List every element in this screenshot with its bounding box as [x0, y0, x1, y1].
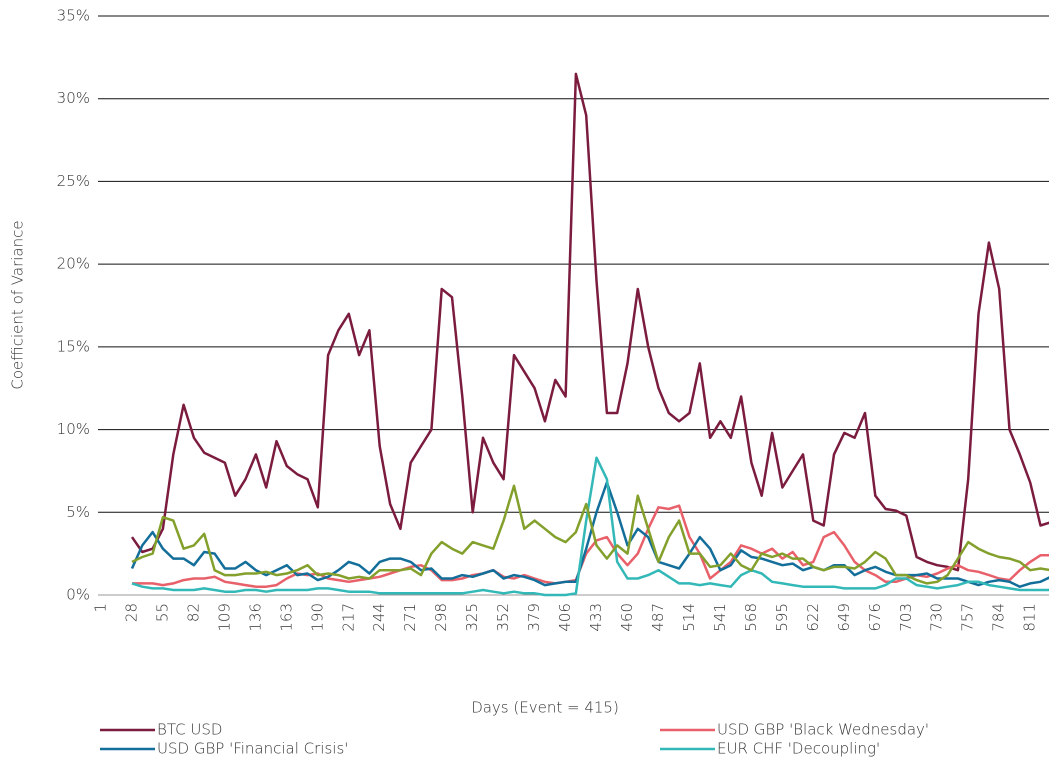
y-tick-label: 30% [57, 89, 90, 107]
y-tick-label: 5% [66, 503, 90, 521]
x-tick-label: 244 [370, 603, 388, 632]
x-tick-label: 190 [308, 603, 326, 632]
x-tick-label: 352 [494, 603, 512, 632]
y-tick-label: 10% [57, 420, 90, 438]
x-tick-label: 271 [401, 603, 419, 632]
x-tick-label: 109 [215, 603, 233, 632]
legend-label: BTC USD [157, 721, 222, 739]
x-tick-label: 460 [618, 603, 636, 632]
x-tick-label: 622 [804, 603, 822, 632]
x-tick-label: 541 [711, 603, 729, 632]
x-tick-label: 514 [680, 603, 698, 632]
x-tick-label: 298 [432, 603, 450, 632]
y-tick-label: 20% [57, 255, 90, 273]
x-tick-label: 163 [277, 603, 295, 632]
x-tick-label: 406 [556, 603, 574, 632]
x-tick-label: 136 [246, 603, 264, 632]
x-tick-label: 433 [587, 603, 605, 632]
series-line [130, 72, 1049, 572]
x-tick-label: 811 [1021, 603, 1039, 632]
x-tick-label: 757 [959, 603, 977, 632]
x-tick-label: 676 [866, 603, 884, 632]
x-tick-label: 487 [649, 603, 667, 632]
legend-label: USD GBP 'Black Wednesday' [717, 721, 929, 739]
series-line [131, 456, 1049, 597]
x-tick-label: 217 [339, 603, 357, 632]
x-tick-label: 379 [525, 603, 543, 632]
x-tick-label: 703 [897, 603, 915, 632]
series-line [131, 484, 1049, 585]
x-tick-label: 325 [463, 603, 481, 632]
x-tick-label: 730 [928, 603, 946, 632]
x-tick-label: 28 [122, 603, 140, 622]
x-tick-label: 595 [773, 603, 791, 632]
y-tick-label: 15% [57, 337, 90, 355]
x-tick-label: 82 [184, 603, 202, 622]
x-tick-label: 1 [92, 603, 110, 613]
y-tick-label: 0% [66, 586, 90, 604]
x-tick-label: 568 [742, 603, 760, 632]
x-tick-label: 55 [153, 603, 171, 622]
x-tick-label: 649 [835, 603, 853, 632]
y-axis-label: Coefficient of Variance [9, 220, 27, 389]
series-line [132, 504, 1049, 588]
y-tick-label: 35% [57, 7, 90, 25]
legend-label: EUR CHF 'Decoupling' [717, 740, 880, 758]
legend-label: USD GBP 'Financial Crisis' [157, 740, 348, 758]
x-tick-label: 784 [990, 603, 1008, 632]
y-tick-label: 25% [57, 172, 90, 190]
x-axis-label: Days (Event = 415) [471, 699, 619, 717]
